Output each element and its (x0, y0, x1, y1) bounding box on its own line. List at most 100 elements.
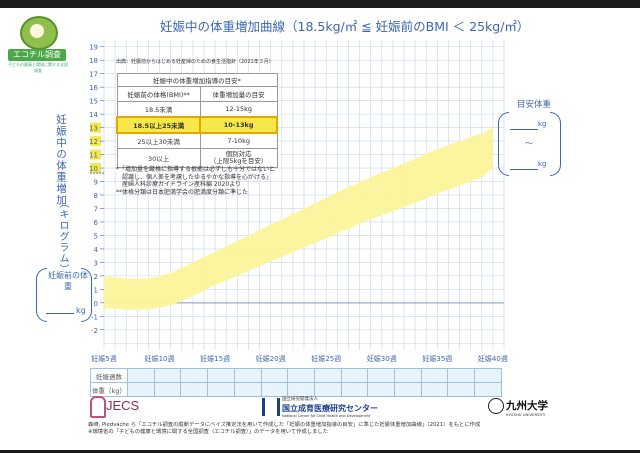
weekly-record-table[interactable]: 妊娠週数 体重（kg） (90, 368, 502, 397)
kyushu-english: KYUSHU UNIVERSITY (506, 412, 546, 417)
target-weight-blank-upper (510, 129, 538, 130)
bottom-frame-bar (0, 450, 640, 453)
record-cell[interactable] (207, 382, 235, 397)
guide-cell: 30以上 (116, 148, 201, 168)
kyushu-seal-icon (488, 398, 504, 414)
kyushu-logo: 九州大学 KYUSHU UNIVERSITY (488, 398, 568, 422)
top-frame-bar (0, 0, 640, 8)
record-cell[interactable] (340, 368, 369, 383)
x-tick-label: 妊娠35週 (422, 354, 452, 363)
target-weight-blank-lower (510, 169, 538, 170)
note-line: *「増加量を厳格に指導する根拠は必ずしも十分ではないと (116, 166, 276, 173)
pre-weight-blank (46, 313, 74, 314)
ncchd-figure-icon (262, 398, 280, 416)
guide-cell: 7-10kg (199, 132, 278, 149)
y-tick-highlight (90, 163, 101, 174)
ecochil-logo: エコチル調査 子どもの健康と環境に関する全国調査 (6, 16, 70, 73)
guide-cell: 12-15kg (199, 101, 278, 118)
y-tick-label: 19 (89, 44, 98, 52)
record-cell[interactable] (260, 382, 289, 397)
guide-cell: 18.5未満 (116, 101, 201, 118)
guide-header-bmi: 妊娠前の体格(BMI)** (116, 86, 201, 102)
ncchd-small-text: 国立研究開発法人 (282, 397, 318, 402)
source-note: 出典：妊娠前からはじめる妊産婦のための食生活指針（2021年３月） (116, 59, 274, 65)
y-tick-label: 3 (94, 259, 98, 267)
record-cell[interactable] (474, 368, 502, 383)
record-label-weeks: 妊娠週数 (90, 368, 128, 383)
bracket-right (550, 112, 561, 176)
bracket-left (498, 112, 509, 176)
y-tick-highlight (90, 122, 101, 133)
record-cell[interactable] (127, 382, 155, 397)
record-cell[interactable] (420, 368, 449, 383)
ecochil-logo-text: エコチル調査 (8, 49, 66, 61)
record-cell[interactable] (127, 368, 155, 383)
x-tick-label: 妊娠5週 (91, 354, 116, 363)
y-axis-label-unit: （キログラム） (57, 198, 68, 275)
x-tick-label: 妊娠25週 (311, 354, 341, 363)
pre-pregnancy-weight-field[interactable]: 妊娠前の体重 kg (36, 268, 92, 322)
y-tick-label: 14 (89, 111, 98, 119)
y-axis-label: 妊娠中の体重増加 (55, 114, 67, 206)
y-tick-label: -1 (91, 313, 98, 321)
y-tick-label: 0 (94, 300, 98, 308)
guide-cell: 25以上30未満 (116, 132, 201, 149)
ncchd-name: 国立成育医療研究センター (282, 404, 378, 413)
y-tick-label: 10 (89, 165, 98, 173)
record-cell[interactable] (313, 382, 342, 397)
y-tick-highlight (90, 136, 101, 147)
y-tick-label: 4 (94, 246, 99, 254)
guide-cell: 個別対応 （上限5kgを目安） (199, 148, 278, 168)
record-label-weight: 体重（kg） (90, 382, 128, 397)
guide-notes: *「増加量を厳格に指導する根拠は必ずしも十分ではないと 認識し、個人差を考慮した… (116, 166, 316, 196)
note-line: 産婦人科診療ガイドライン産科編 2020より (116, 181, 242, 188)
y-tick-label: 2 (94, 273, 98, 281)
record-cell[interactable] (447, 368, 476, 383)
y-tick-label: 12 (89, 138, 98, 146)
record-cell[interactable] (233, 368, 262, 383)
footer-logos: JECS 国立研究開発法人 国立成育医療研究センター National Cent… (0, 392, 640, 422)
target-weight-field[interactable]: 目安体重 kg 〜 kg (498, 98, 568, 178)
record-cell[interactable] (313, 368, 342, 383)
y-tick-highlight (90, 149, 101, 160)
y-tick-label: 18 (89, 57, 98, 65)
y-tick-label: 5 (94, 232, 98, 240)
weight-gain-band (104, 127, 493, 310)
record-cell[interactable] (394, 368, 422, 383)
record-cell[interactable] (233, 382, 262, 397)
record-cell[interactable] (287, 368, 315, 383)
record-cell[interactable] (340, 382, 369, 397)
y-tick-label: 6 (94, 219, 99, 227)
y-tick-label: -2 (91, 327, 98, 335)
y-tick-label: 9 (94, 179, 98, 187)
record-row-weeks: 妊娠週数 (90, 368, 502, 383)
bracket-right (81, 268, 92, 322)
note-line: 認識し、個人差を考慮したゆるやかな指導を心がける」 (116, 173, 273, 181)
y-tick-label: 8 (94, 192, 98, 200)
note-line: **体格分類は日本肥満学会の肥満度分類に準じた (116, 188, 249, 196)
x-tick-label: 妊娠30週 (367, 354, 397, 363)
ncchd-logo: 国立研究開発法人 国立成育医療研究センター National Center fo… (262, 396, 392, 420)
guide-cell-highlight: 10-13kg (199, 116, 278, 134)
record-cell[interactable] (394, 382, 422, 397)
record-row-weight: 体重（kg） (90, 382, 502, 397)
record-cell[interactable] (367, 368, 396, 383)
record-cell[interactable] (153, 368, 182, 383)
record-cell[interactable] (207, 368, 235, 383)
record-cell[interactable] (180, 368, 209, 383)
record-cell[interactable] (447, 382, 476, 397)
target-weight-unit-upper: kg (538, 120, 547, 128)
record-cell[interactable] (180, 382, 209, 397)
ecochil-face-icon (30, 24, 44, 38)
record-cell[interactable] (474, 382, 502, 397)
record-cell[interactable] (260, 368, 289, 383)
x-tick-label: 妊娠15週 (200, 354, 230, 363)
y-tick-label: 11 (89, 152, 98, 160)
y-tick-label: 7 (94, 205, 98, 213)
record-cell[interactable] (420, 382, 449, 397)
jecs-figure-icon (90, 396, 106, 418)
y-tick-label: 13 (89, 125, 98, 133)
y-tick-label: 15 (89, 98, 98, 106)
y-tick-label: 16 (89, 84, 98, 92)
guide-upper-limit: （上限5kgを目安） (209, 157, 268, 165)
